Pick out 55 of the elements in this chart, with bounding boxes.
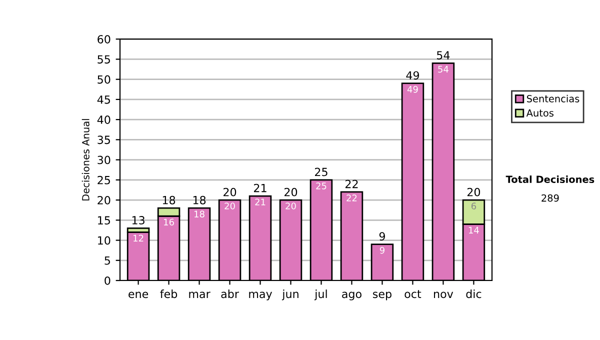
y-tick-label: 5 — [104, 256, 110, 265]
x-tick-label: jun — [282, 290, 298, 300]
total-label: 25 — [314, 168, 328, 176]
x-tick-label: oct — [404, 290, 422, 298]
total-label: 20 — [284, 188, 298, 196]
y-tick-label: 20 — [98, 196, 110, 204]
total-label: 21 — [254, 184, 266, 192]
total-label: 54 — [437, 51, 450, 60]
total-label: 20 — [224, 188, 236, 196]
text: Total Decisiones — [506, 175, 594, 184]
y-tick-label: 35 — [98, 136, 110, 144]
legend-label: Sentencias — [526, 94, 580, 102]
data-label: 14 — [468, 226, 479, 234]
data-label: 16 — [164, 218, 174, 226]
data-label: 25 — [316, 182, 326, 190]
data-label: 20 — [224, 202, 235, 210]
y-tick-label: 15 — [98, 216, 110, 225]
x-tick-label: nov — [434, 292, 454, 298]
data-label: 49 — [407, 86, 418, 93]
total-label: 13 — [132, 216, 144, 224]
y-tick-label: 55 — [98, 55, 110, 64]
x-tick-label: abr — [221, 290, 239, 298]
y-tick-label: 30 — [98, 156, 110, 164]
data-label: 18 — [194, 210, 204, 218]
x-tick-label: ago — [342, 292, 362, 300]
data-label: 9 — [380, 246, 384, 254]
text: 289 — [542, 194, 559, 202]
x-tick-label: ene — [128, 292, 148, 298]
y-tick-label: 10 — [98, 236, 110, 245]
total-label: 18 — [162, 196, 176, 204]
y-tick-label: 60 — [98, 35, 110, 44]
total-label: 18 — [193, 196, 206, 204]
data-label: 54 — [438, 66, 448, 73]
total-label: 49 — [406, 71, 420, 80]
y-tick-label: 40 — [97, 116, 110, 124]
x-tick-label: mar — [189, 292, 210, 298]
x-tick-label: dic — [466, 290, 482, 298]
x-tick-label: may — [249, 292, 272, 300]
y-tick-label: 50 — [98, 75, 110, 84]
x-tick-label: jul — [314, 290, 327, 300]
x-tick-label: feb — [160, 290, 178, 298]
total-label: 9 — [379, 232, 385, 241]
y-axis-title: Decisiones Anual — [82, 119, 90, 200]
data-label: 21 — [255, 198, 266, 206]
total-label: 22 — [345, 180, 358, 188]
data-label: 6 — [471, 202, 476, 210]
y-tick-label: 0 — [104, 276, 110, 285]
total-label: 20 — [467, 188, 480, 196]
x-tick-label: sep — [372, 292, 392, 300]
data-label: 22 — [346, 194, 357, 202]
y-tick-label: 45 — [97, 96, 110, 104]
y-tick-label: 25 — [98, 176, 110, 184]
legend-label: Autos — [526, 109, 554, 117]
data-label: 20 — [286, 202, 296, 210]
data-label: 12 — [134, 234, 144, 242]
